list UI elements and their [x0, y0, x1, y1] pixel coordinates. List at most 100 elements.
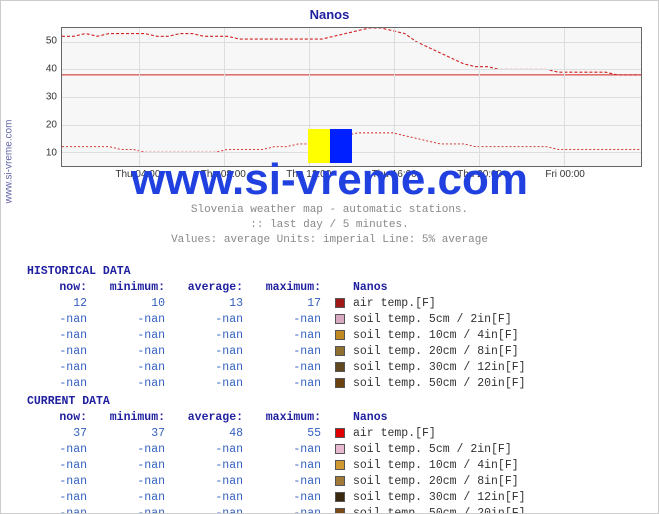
cell-avg: -nan [175, 345, 253, 358]
plot-area [61, 27, 642, 167]
color-swatch [335, 492, 345, 502]
table-row: 37374855air temp.[F] [27, 425, 642, 441]
row-label: soil temp. 50cm / 20in[F] [349, 377, 642, 390]
x-tick: Thu 12:00 [286, 169, 331, 180]
col-header-avg: average: [175, 411, 253, 424]
cell-max: -nan [253, 475, 331, 488]
swatch-cell [331, 508, 349, 514]
color-swatch [335, 298, 345, 308]
subtitle-2: :: last day / 5 minutes. [1, 218, 658, 233]
chart-wrap: 1020304050 Thu 04:00Thu 08:00Thu 12:00Th… [33, 27, 642, 187]
grid-line-v [224, 28, 225, 166]
table-row: -nan-nan-nan-nansoil temp. 5cm / 2in[F] [27, 441, 642, 457]
row-label: soil temp. 30cm / 12in[F] [349, 361, 642, 374]
cell-min: 37 [97, 427, 175, 440]
cell-max: -nan [253, 459, 331, 472]
row-label: soil temp. 10cm / 4in[F] [349, 329, 642, 342]
color-swatch [335, 346, 345, 356]
col-header-station: Nanos [331, 281, 388, 294]
row-label: air temp.[F] [349, 427, 642, 440]
color-swatch [335, 314, 345, 324]
color-swatch [335, 378, 345, 388]
cell-min: -nan [97, 329, 175, 342]
col-header-now: now: [27, 411, 97, 424]
y-axis: 1020304050 [33, 27, 61, 167]
row-label: soil temp. 20cm / 8in[F] [349, 475, 642, 488]
grid-line-h [62, 152, 641, 153]
section-header: CURRENT DATA [27, 395, 642, 408]
swatch-cell [331, 428, 349, 438]
x-tick: Thu 08:00 [201, 169, 246, 180]
cell-min: -nan [97, 377, 175, 390]
row-label: soil temp. 30cm / 12in[F] [349, 491, 642, 504]
row-label: soil temp. 5cm / 2in[F] [349, 443, 642, 456]
grid-line-h [62, 125, 641, 126]
x-tick: Thu 16:00 [372, 169, 417, 180]
cell-avg: -nan [175, 313, 253, 326]
cell-max: 17 [253, 297, 331, 310]
y-tick: 50 [46, 36, 57, 47]
table-row: -nan-nan-nan-nansoil temp. 30cm / 12in[F… [27, 489, 642, 505]
cell-now: -nan [27, 459, 97, 472]
swatch-cell [331, 492, 349, 502]
swatch-cell [331, 444, 349, 454]
cell-max: -nan [253, 443, 331, 456]
x-tick: Fri 00:00 [545, 169, 584, 180]
cell-min: -nan [97, 313, 175, 326]
cell-now: -nan [27, 507, 97, 514]
swatch-cell [331, 346, 349, 356]
cell-min: -nan [97, 507, 175, 514]
cell-max: -nan [253, 377, 331, 390]
report-container: www.si-vreme.com Nanos 1020304050 Thu 04… [0, 0, 659, 514]
row-label: air temp.[F] [349, 297, 642, 310]
cell-min: -nan [97, 459, 175, 472]
cell-now: -nan [27, 443, 97, 456]
col-header-min: minimum: [97, 281, 175, 294]
col-header-now: now: [27, 281, 97, 294]
color-swatch [335, 476, 345, 486]
swatch-cell [331, 298, 349, 308]
chart-subtitles: Slovenia weather map - automatic station… [1, 203, 658, 248]
source-label-text: www.si-vreme.com [4, 119, 15, 203]
table-row: -nan-nan-nan-nansoil temp. 50cm / 20in[F… [27, 375, 642, 391]
cell-avg: -nan [175, 361, 253, 374]
subtitle-1: Slovenia weather map - automatic station… [1, 203, 658, 218]
swatch-cell [331, 362, 349, 372]
cell-avg: -nan [175, 475, 253, 488]
grid-line-v [139, 28, 140, 166]
col-header-avg: average: [175, 281, 253, 294]
cell-now: 37 [27, 427, 97, 440]
cell-min: 10 [97, 297, 175, 310]
y-tick: 20 [46, 120, 57, 131]
cell-min: -nan [97, 443, 175, 456]
row-label: soil temp. 10cm / 4in[F] [349, 459, 642, 472]
table-row: -nan-nan-nan-nansoil temp. 30cm / 12in[F… [27, 359, 642, 375]
swatch-cell [331, 476, 349, 486]
x-axis: Thu 04:00Thu 08:00Thu 12:00Thu 16:00Thu … [61, 167, 642, 183]
cell-now: -nan [27, 491, 97, 504]
color-swatch [335, 508, 345, 514]
grid-line-v [394, 28, 395, 166]
y-tick: 10 [46, 148, 57, 159]
section-header: HISTORICAL DATA [27, 265, 642, 278]
cell-now: -nan [27, 377, 97, 390]
table-header-row: now:minimum:average:maximum:Nanos [27, 409, 642, 425]
cell-max: -nan [253, 507, 331, 514]
cell-now: 12 [27, 297, 97, 310]
row-label: soil temp. 50cm / 20in[F] [349, 507, 642, 514]
table-row: -nan-nan-nan-nansoil temp. 10cm / 4in[F] [27, 457, 642, 473]
swatch-cell [331, 460, 349, 470]
cell-avg: 13 [175, 297, 253, 310]
color-swatch [335, 362, 345, 372]
grid-line-h [62, 69, 641, 70]
row-label: soil temp. 20cm / 8in[F] [349, 345, 642, 358]
cell-max: -nan [253, 313, 331, 326]
color-swatch [335, 330, 345, 340]
cell-now: -nan [27, 329, 97, 342]
color-swatch [335, 444, 345, 454]
grid-line-v [564, 28, 565, 166]
col-header-max: maximum: [253, 281, 331, 294]
cell-now: -nan [27, 475, 97, 488]
swatch-cell [331, 314, 349, 324]
watermark-logo-left [308, 129, 330, 163]
